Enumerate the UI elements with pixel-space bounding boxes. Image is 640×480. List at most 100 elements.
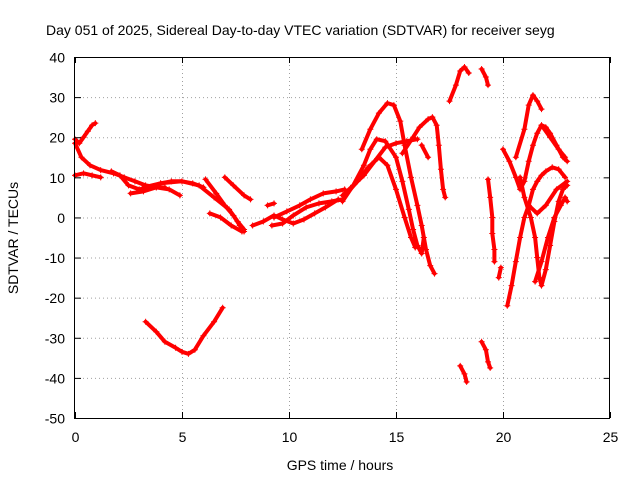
data-point	[230, 212, 237, 219]
data-point	[271, 200, 278, 207]
data-point	[465, 70, 472, 77]
data-point	[427, 262, 434, 269]
data-point	[211, 194, 218, 201]
data-point	[390, 102, 397, 109]
data-point	[196, 182, 203, 189]
y-tick-label: -40	[45, 370, 65, 386]
data-point	[495, 274, 502, 281]
gridlines	[75, 57, 610, 418]
data-point	[185, 350, 192, 357]
data-point	[410, 134, 417, 141]
series-line	[539, 123, 568, 160]
data-point	[521, 126, 528, 133]
series-arc-32	[532, 194, 571, 285]
data-point	[407, 174, 414, 181]
data-point	[555, 198, 562, 205]
series-arc-23	[478, 66, 492, 89]
data-point	[512, 258, 519, 265]
data-point	[547, 134, 554, 141]
data-point	[219, 304, 226, 311]
data-point	[260, 218, 267, 225]
series-arc-8	[206, 210, 245, 235]
data-point	[399, 150, 406, 157]
data-point	[534, 254, 541, 261]
data-point	[425, 154, 432, 161]
data-point	[437, 166, 444, 173]
data-point	[172, 344, 179, 351]
data-point	[506, 158, 513, 165]
data-point	[534, 178, 541, 185]
series-arc-20	[418, 142, 432, 161]
data-point	[497, 264, 504, 271]
data-point	[211, 318, 218, 325]
data-point	[249, 222, 256, 229]
data-point	[517, 174, 524, 181]
series-arc-11	[249, 196, 342, 229]
data-point	[236, 222, 243, 229]
data-point	[179, 178, 185, 185]
series-line	[513, 93, 544, 160]
data-point	[489, 230, 496, 237]
data-point	[529, 186, 536, 193]
series-line	[419, 143, 431, 160]
data-point	[264, 202, 271, 209]
series-arc-18	[358, 100, 438, 277]
data-point	[89, 122, 96, 129]
y-tick-label: 10	[49, 170, 65, 186]
chart-title: Day 051 of 2025, Sidereal Day-to-day VTE…	[46, 22, 555, 38]
series-arc-28	[512, 92, 545, 161]
series-arc-1	[72, 120, 99, 147]
data-point	[307, 196, 314, 203]
data-point	[538, 258, 545, 265]
y-axis-label: SDTVAR / TECUs	[5, 182, 21, 294]
data-point	[553, 186, 560, 193]
data-point	[247, 196, 254, 203]
series-arc-22	[457, 362, 470, 385]
data-point	[504, 302, 511, 309]
y-tick-labels: 40 30 20 10 0 -10 -20 -30 -40 -50	[45, 50, 65, 427]
data-point	[412, 244, 419, 251]
data-point	[382, 138, 389, 145]
data-point	[127, 190, 134, 197]
data-point	[429, 114, 436, 121]
data-point	[517, 234, 524, 241]
data-point	[461, 64, 468, 71]
data-point	[562, 174, 569, 181]
data-point	[461, 370, 468, 377]
x-tick-label: 15	[389, 429, 405, 445]
series-arc-33	[525, 178, 571, 217]
data-point	[290, 220, 297, 227]
data-point	[500, 146, 506, 153]
series-arc-21	[446, 64, 472, 105]
data-point	[489, 214, 496, 221]
y-tick-label: 20	[49, 130, 65, 146]
series-arc-26	[495, 264, 504, 281]
data-point	[547, 242, 554, 249]
data-point	[322, 204, 329, 211]
series-arc-9	[221, 174, 254, 203]
data-point	[228, 222, 235, 229]
data-point	[446, 98, 453, 105]
series-arc-13	[271, 186, 348, 221]
series-line	[222, 175, 253, 202]
data-point	[401, 214, 408, 221]
data-point	[393, 186, 399, 193]
data-point	[482, 74, 489, 81]
series-arc-24	[478, 338, 494, 371]
data-point	[538, 122, 545, 129]
data-point	[549, 164, 556, 171]
data-point	[354, 178, 361, 185]
data-point	[142, 318, 149, 325]
data-point	[442, 194, 449, 201]
y-tick-label: -50	[45, 411, 65, 427]
series-line	[501, 123, 570, 192]
data-point	[435, 142, 442, 149]
data-point	[555, 146, 562, 153]
data-point	[457, 362, 464, 369]
data-point	[407, 234, 414, 241]
data-point	[452, 82, 459, 89]
data-point	[422, 246, 429, 253]
data-point	[414, 202, 421, 209]
data-series-layer	[72, 64, 571, 385]
